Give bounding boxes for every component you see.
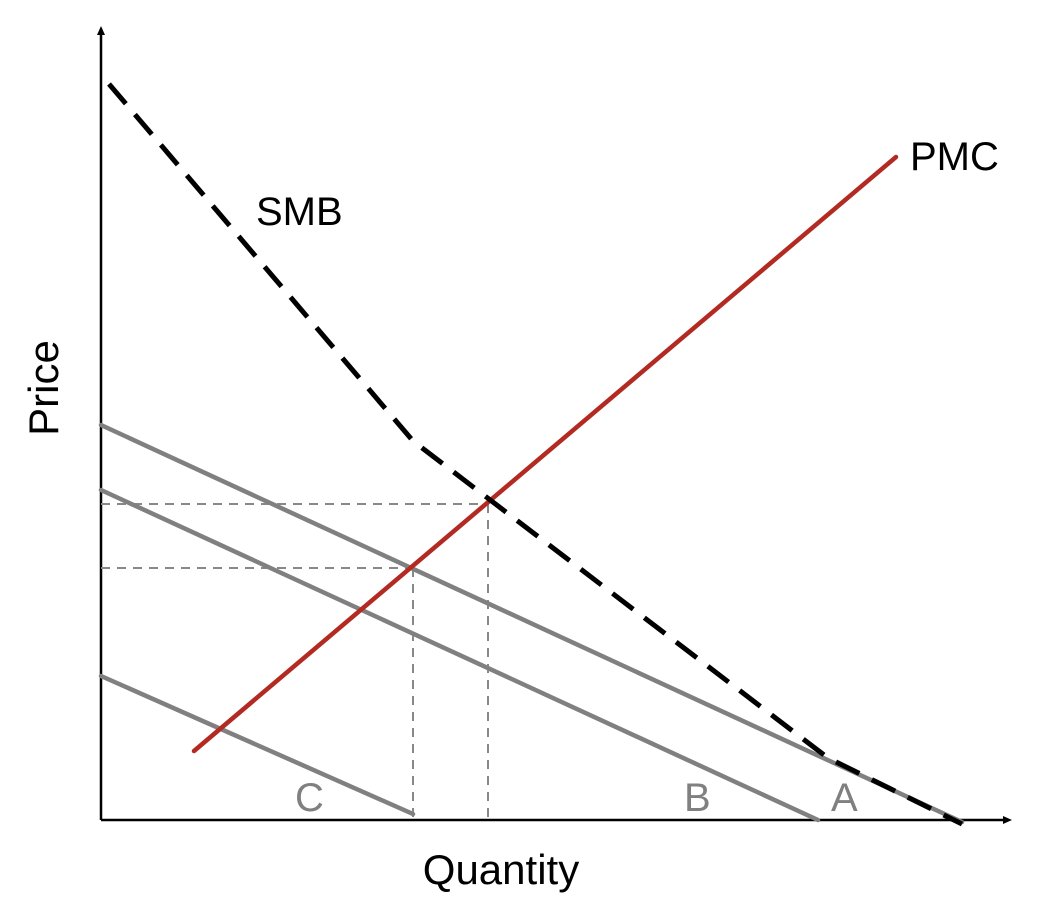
demand-label-a: A	[831, 776, 858, 820]
demand-curve-a	[98, 422, 965, 825]
demand-curve-b	[98, 487, 821, 823]
x-axis-label: Quantity	[423, 846, 579, 893]
pmc-label: PMC	[910, 135, 999, 179]
y-axis-label: Price	[20, 340, 67, 436]
smb-label: SMB	[256, 190, 343, 234]
pmc-curve	[191, 154, 899, 754]
demand-label-c: C	[295, 776, 324, 820]
demand-curve-c	[98, 673, 416, 817]
demand-label-b: B	[684, 776, 711, 820]
equilibrium-guides	[101, 503, 489, 820]
smb-curve	[107, 82, 964, 827]
